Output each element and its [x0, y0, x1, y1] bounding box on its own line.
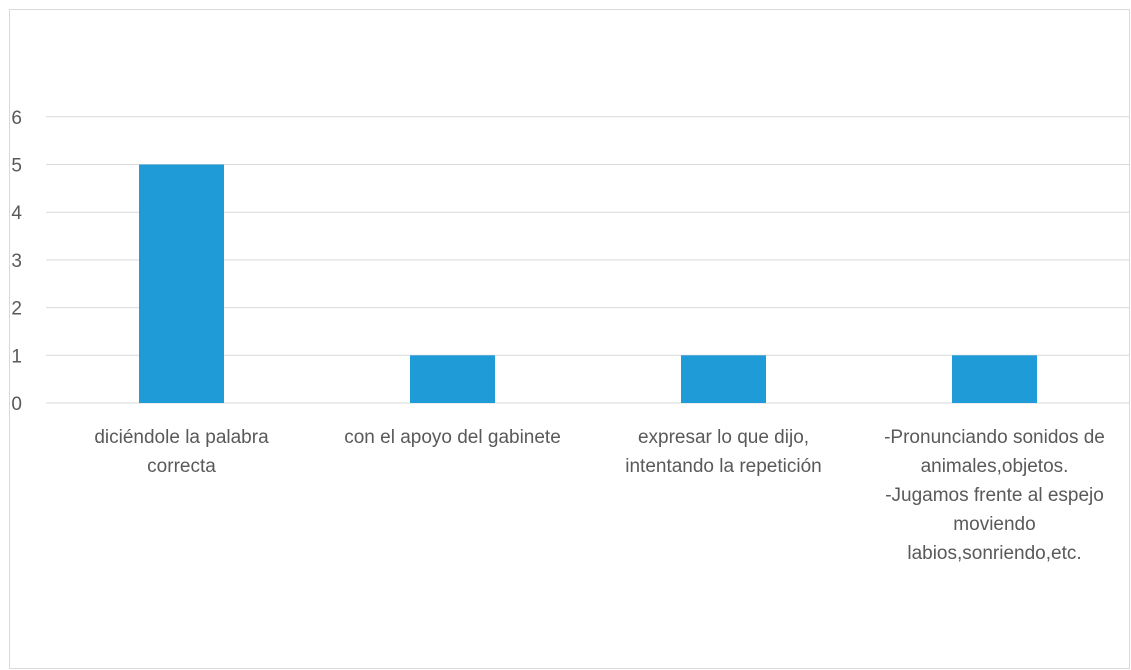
y-tick-label: 6 [11, 108, 22, 129]
y-tick-label: 2 [11, 299, 22, 320]
gridlines [46, 116, 1130, 404]
y-tick-label: 5 [11, 156, 22, 177]
y-axis: 0 1 2 3 4 5 6 [11, 108, 22, 415]
bar [952, 355, 1037, 403]
bars [139, 164, 1037, 403]
y-tick-label: 0 [11, 394, 22, 415]
y-tick-label: 1 [11, 346, 22, 367]
x-tick-label: diciéndole la palabra correcta [94, 427, 269, 477]
x-axis: diciéndole la palabra correcta con el apoy… [94, 427, 1105, 564]
bar [681, 355, 766, 403]
y-tick-label: 3 [11, 251, 22, 272]
x-tick-label: expresar lo que dijo, intentando la repet… [625, 427, 821, 477]
bar [139, 164, 224, 403]
x-tick-label: con el apoyo del gabinete [344, 427, 561, 448]
bar [410, 355, 495, 403]
x-tick-label: -Pronunciando sonidos de animales,objetos… [884, 427, 1105, 564]
y-tick-label: 4 [11, 203, 22, 224]
